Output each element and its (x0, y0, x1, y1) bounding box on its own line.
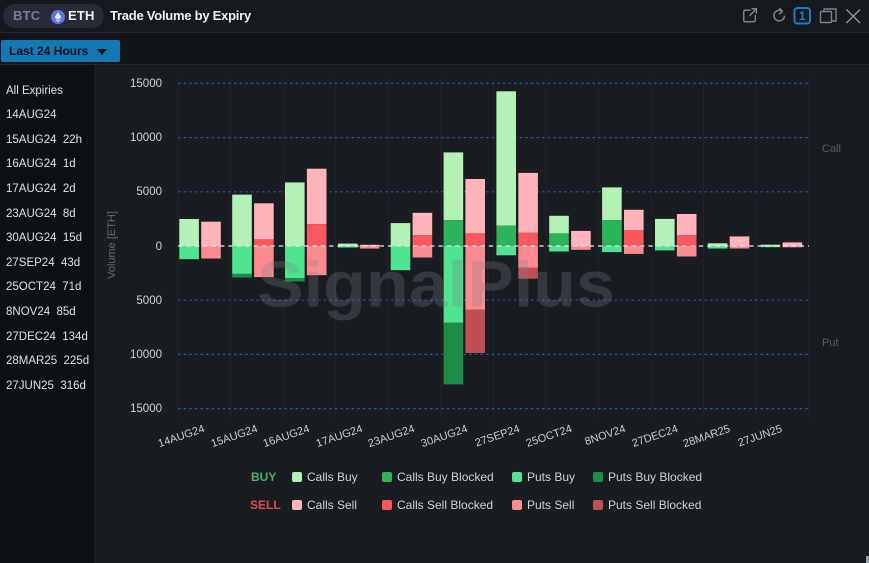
svg-text:1: 1 (799, 9, 806, 23)
